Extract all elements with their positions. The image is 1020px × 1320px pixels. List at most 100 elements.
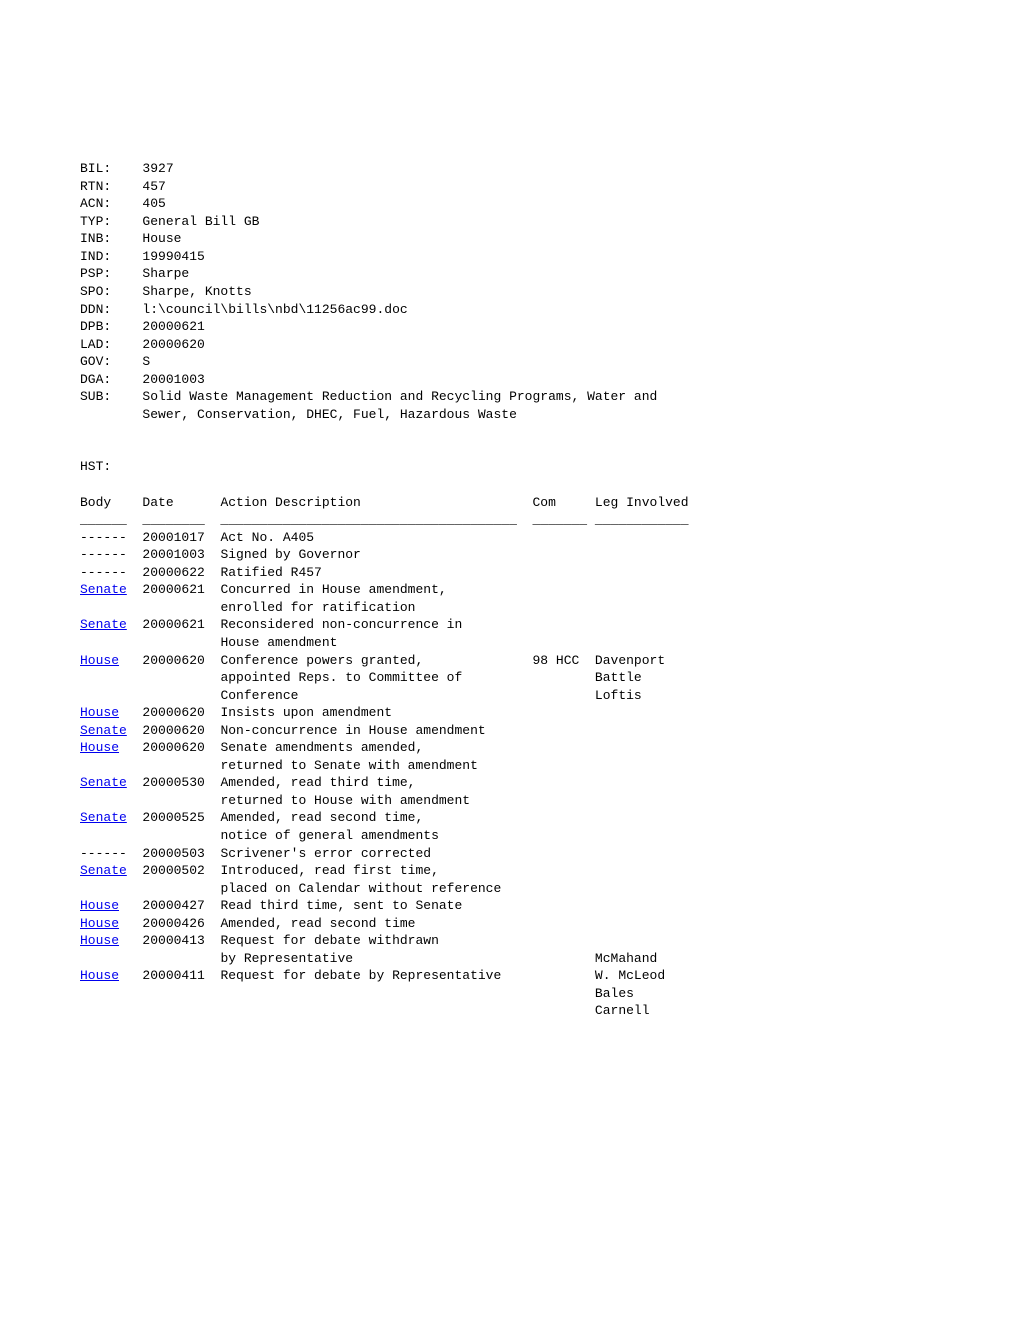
- body-link[interactable]: Senate: [80, 810, 127, 825]
- date-cell: 20000620: [142, 705, 220, 720]
- date-cell: 20000426: [142, 916, 220, 931]
- com-cell: [533, 705, 595, 720]
- com-cell: [533, 810, 595, 825]
- action-cell: enrolled for ratification: [220, 600, 532, 615]
- date-cell: 20000620: [142, 723, 220, 738]
- com-cell: [533, 793, 595, 808]
- body-link[interactable]: Senate: [80, 775, 127, 790]
- date-cell: 20000502: [142, 863, 220, 878]
- action-cell: Reconsidered non-concurrence in: [220, 617, 532, 632]
- action-cell: Scrivener's error corrected: [220, 846, 532, 861]
- col-com: Com: [533, 495, 595, 510]
- body-text: ------: [80, 846, 142, 861]
- action-cell: Signed by Governor: [220, 547, 532, 562]
- com-cell: [533, 600, 595, 615]
- date-cell: 20000530: [142, 775, 220, 790]
- field-value-gov: S: [142, 354, 150, 369]
- action-cell: Amended, read second time,: [220, 810, 532, 825]
- col-body: Body: [80, 495, 142, 510]
- date-cell: 20000427: [142, 898, 220, 913]
- body-link[interactable]: Senate: [80, 582, 127, 597]
- date-cell: 20000621: [142, 617, 220, 632]
- body-link[interactable]: House: [80, 916, 119, 931]
- date-cell: 20000413: [142, 933, 220, 948]
- body-link[interactable]: House: [80, 653, 119, 668]
- action-cell: placed on Calendar without reference: [220, 881, 532, 896]
- field-value-dga: 20001003: [142, 372, 204, 387]
- body-text: ------: [80, 547, 142, 562]
- action-cell: Request for debate withdrawn: [220, 933, 532, 948]
- com-cell: [533, 617, 595, 632]
- date-cell: 20000525: [142, 810, 220, 825]
- field-value-acn: 405: [142, 196, 165, 211]
- action-cell: [220, 1003, 532, 1018]
- field-label-bil: BIL:: [80, 161, 142, 176]
- field-value-psp: Sharpe: [142, 266, 189, 281]
- date-cell: 20001003: [142, 547, 220, 562]
- field-value-rtn: 457: [142, 179, 165, 194]
- body-link[interactable]: Senate: [80, 617, 127, 632]
- field-label-inb: INB:: [80, 231, 142, 246]
- date-cell: 20000621: [142, 582, 220, 597]
- leg-cell: Davenport: [595, 653, 665, 668]
- body-link[interactable]: Senate: [80, 863, 127, 878]
- action-cell: Introduced, read first time,: [220, 863, 532, 878]
- field-label-rtn: RTN:: [80, 179, 142, 194]
- field-label-gov: GOV:: [80, 354, 142, 369]
- field-label-lad: LAD:: [80, 337, 142, 352]
- body-text: ------: [80, 530, 142, 545]
- field-label-typ: TYP:: [80, 214, 142, 229]
- com-cell: [533, 565, 595, 580]
- field-value-ind: 19990415: [142, 249, 204, 264]
- field-value-typ: General Bill GB: [142, 214, 259, 229]
- body-link[interactable]: House: [80, 968, 119, 983]
- leg-cell: Carnell: [595, 1003, 650, 1018]
- action-cell: Conference powers granted,: [220, 653, 532, 668]
- action-cell: Read third time, sent to Senate: [220, 898, 532, 913]
- com-cell: [533, 758, 595, 773]
- action-cell: Act No. A405: [220, 530, 532, 545]
- body-link[interactable]: House: [80, 705, 119, 720]
- leg-cell: Battle: [595, 670, 642, 685]
- field-label-ind: IND:: [80, 249, 142, 264]
- body-link[interactable]: House: [80, 740, 119, 755]
- com-cell: [533, 775, 595, 790]
- hst-label: HST:: [80, 459, 111, 474]
- field-label-sub: SUB:: [80, 389, 142, 404]
- com-cell: [533, 916, 595, 931]
- action-cell: returned to Senate with amendment: [220, 758, 532, 773]
- body-link[interactable]: Senate: [80, 723, 127, 738]
- action-cell: Concurred in House amendment,: [220, 582, 532, 597]
- action-cell: Non-concurrence in House amendment: [220, 723, 532, 738]
- field-label-spo: SPO:: [80, 284, 142, 299]
- date-cell: 20000503: [142, 846, 220, 861]
- com-cell: [533, 582, 595, 597]
- body-link[interactable]: House: [80, 898, 119, 913]
- action-cell: Senate amendments amended,: [220, 740, 532, 755]
- com-cell: 98 HCC: [533, 653, 595, 668]
- field-value-sub-2: Sewer, Conservation, DHEC, Fuel, Hazardo…: [142, 407, 516, 422]
- com-cell: [533, 688, 595, 703]
- action-cell: by Representative: [220, 951, 532, 966]
- field-value-sub-1: Solid Waste Management Reduction and Rec…: [142, 389, 657, 404]
- document-root: BIL: 3927 RTN: 457 ACN: 405 TYP: General…: [80, 160, 940, 1020]
- com-cell: [533, 547, 595, 562]
- action-cell: appointed Reps. to Committee of: [220, 670, 532, 685]
- field-value-spo: Sharpe, Knotts: [142, 284, 251, 299]
- action-cell: Amended, read third time,: [220, 775, 532, 790]
- body-link[interactable]: House: [80, 933, 119, 948]
- body-text: ------: [80, 565, 142, 580]
- com-cell: [533, 951, 595, 966]
- date-cell: 20001017: [142, 530, 220, 545]
- com-cell: [533, 670, 595, 685]
- field-value-ddn: l:\council\bills\nbd\11256ac99.doc: [142, 302, 407, 317]
- field-label-ddn: DDN:: [80, 302, 142, 317]
- action-cell: notice of general amendments: [220, 828, 532, 843]
- com-cell: [533, 723, 595, 738]
- field-label-dpb: DPB:: [80, 319, 142, 334]
- action-cell: returned to House with amendment: [220, 793, 532, 808]
- action-cell: Request for debate by Representative: [220, 968, 532, 983]
- field-label-acn: ACN:: [80, 196, 142, 211]
- leg-cell: McMahand: [595, 951, 657, 966]
- date-cell: 20000620: [142, 740, 220, 755]
